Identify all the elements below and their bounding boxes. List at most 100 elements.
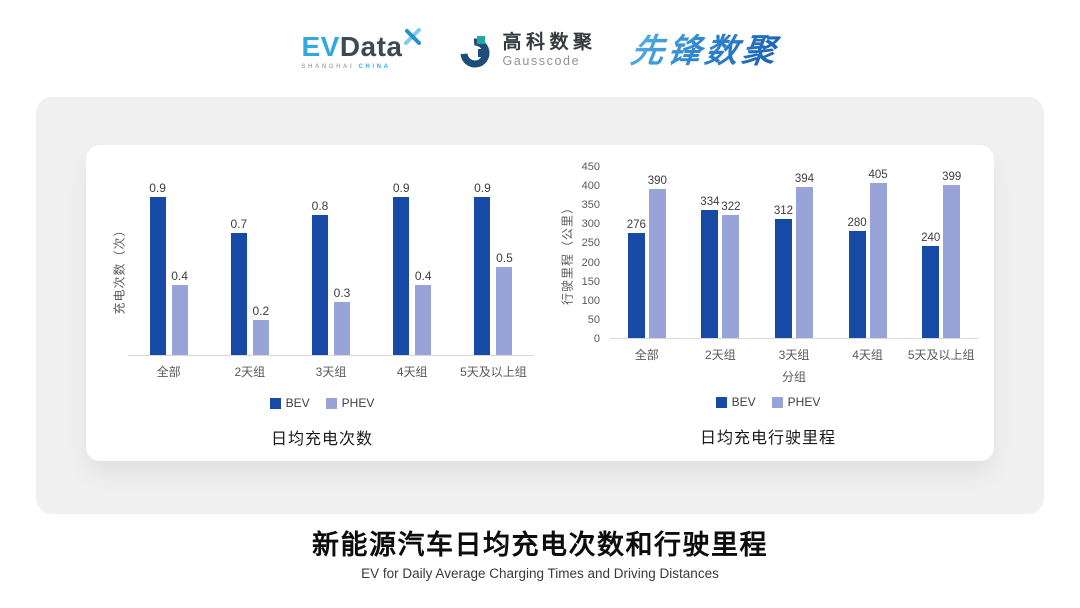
bar-value-label: 0.8 xyxy=(311,199,329,213)
bar-phev: 0.3 xyxy=(334,286,350,355)
bar-group: 0.9 0.4 xyxy=(128,181,209,355)
category-label: 4天组 xyxy=(396,365,428,379)
legend-swatch xyxy=(325,397,337,409)
bar-phev: 399 xyxy=(942,171,961,338)
page-title: 新能源汽车日均充电次数和行驶里程 xyxy=(312,530,768,560)
bar-bev: 240 xyxy=(921,232,940,338)
bar-bev: 280 xyxy=(847,217,867,338)
bar-group: 280 405 xyxy=(831,169,905,338)
chart-body: 行驶里程（公里） 0 50 100 150 200 250 300 350 400 450 276… xyxy=(558,161,978,385)
evdata-logo-row: EV Data xyxy=(301,27,421,62)
bar-value-label: 240 xyxy=(921,232,941,244)
bar-group: 0.7 0.2 xyxy=(209,217,290,355)
legend-item-bev: BEV xyxy=(269,396,310,410)
x-axis-categories: 全部 2天组 3天组 4天组 5天及以上组 xyxy=(610,339,978,363)
chart-card: 充电次数（次） 0.9 0.4 0.7 0.2 0.8 0.3 0.9 0.4 0.9 0.5 全… xyxy=(86,145,994,461)
y-tick-label: 0 xyxy=(593,333,600,345)
logo-header: EV Data SHANGHAI CHINA 高科数聚 Gausscode 先锋… xyxy=(0,0,1080,97)
y-axis-label: 行驶里程（公里） xyxy=(560,200,575,306)
legend-swatch xyxy=(269,397,281,409)
pioneer-logo: 先锋数聚 xyxy=(628,31,782,69)
chart-body: 充电次数（次） 0.9 0.4 0.7 0.2 0.8 0.3 0.9 0.4 0.9 0.5 全… xyxy=(110,181,534,380)
bar-value-label: 322 xyxy=(721,201,741,213)
chart-title: 日均充电次数 xyxy=(270,431,373,448)
bar-value-label: 0.4 xyxy=(414,269,432,283)
bar-bev: 0.9 xyxy=(149,181,166,355)
evdata-subtext: SHANGHAI CHINA xyxy=(301,64,421,70)
y-tick-label: 450 xyxy=(581,161,600,173)
legend-label: PHEV xyxy=(787,395,821,409)
legend: BEV PHEV xyxy=(558,395,978,409)
legend-label: BEV xyxy=(731,395,756,409)
bar-phev: 322 xyxy=(721,201,740,338)
evdata-data-text: Data xyxy=(339,30,403,62)
category-label: 全部 xyxy=(156,365,181,379)
y-tick-label: 200 xyxy=(581,257,600,269)
evdata-ev-text: EV xyxy=(301,30,340,62)
category-label: 2天组 xyxy=(234,365,266,379)
category-label: 全部 xyxy=(634,348,659,362)
gausscode-cn-text: 高科数聚 xyxy=(502,32,597,53)
y-tick-label: 350 xyxy=(581,199,600,211)
bar-value-label: 276 xyxy=(626,219,646,231)
bar-group: 0.9 0.4 xyxy=(372,181,453,355)
bar-value-label: 0.5 xyxy=(496,251,513,265)
bar-value-label: 390 xyxy=(647,175,667,187)
x-axis-categories: 全部 2天组 3天组 4天组 5天及以上组 xyxy=(128,356,534,380)
bar-bev: 312 xyxy=(774,205,793,338)
bar-value-label: 0.9 xyxy=(474,181,491,195)
y-axis-ticks: 0 50 100 150 200 250 300 350 400 450 xyxy=(576,161,602,345)
bar-phev: 390 xyxy=(648,175,667,338)
evdata-logo: EV Data SHANGHAI CHINA xyxy=(301,27,421,70)
y-axis-label-wrap: 行驶里程（公里） xyxy=(558,167,576,339)
bar-value-label: 405 xyxy=(868,169,888,181)
bar-value-label: 0.9 xyxy=(149,181,166,195)
plot-column: 276 390 334 322 312 394 280 405 240 399 全部 2天组 3天组 4… xyxy=(610,167,978,385)
evdata-subtext-right: CHINA xyxy=(358,63,391,70)
category-label: 2天组 xyxy=(705,348,736,362)
bar-value-label: 0.3 xyxy=(333,286,351,300)
bar-group: 312 394 xyxy=(757,173,831,338)
y-tick-label: 300 xyxy=(581,218,600,230)
chart-panel: 充电次数（次） 0.9 0.4 0.7 0.2 0.8 0.3 0.9 0.4 0.9 0.5 全… xyxy=(36,97,1044,514)
bar-group: 0.8 0.3 xyxy=(290,199,371,355)
y-tick-label: 250 xyxy=(581,237,600,249)
bar-phev: 0.4 xyxy=(171,269,188,355)
bar-value-label: 312 xyxy=(773,205,794,217)
legend-item-phev: PHEV xyxy=(771,395,821,409)
bar-phev: 405 xyxy=(868,169,888,338)
legend-swatch xyxy=(715,396,727,408)
gausscode-text-block: 高科数聚 Gausscode xyxy=(503,32,597,69)
driving-distance-chart: 行驶里程（公里） 0 50 100 150 200 250 300 350 400 450 276… xyxy=(558,161,978,448)
gausscode-en-text: Gausscode xyxy=(502,54,581,68)
bar-value-label: 0.2 xyxy=(252,304,270,318)
bar-bev: 334 xyxy=(700,196,719,338)
x-axis-label: 分组 xyxy=(781,370,806,384)
legend-label: PHEV xyxy=(341,396,375,410)
bar-phev: 0.5 xyxy=(496,251,513,355)
category-label: 5天及以上组 xyxy=(460,365,527,379)
plot-area: 276 390 334 322 312 394 280 405 240 399 xyxy=(610,167,978,339)
y-tick-label: 100 xyxy=(581,295,600,307)
bar-value-label: 280 xyxy=(847,217,867,229)
footer: 新能源汽车日均充电次数和行驶里程 EV for Daily Average Ch… xyxy=(0,528,1080,581)
bar-bev: 0.9 xyxy=(393,181,410,355)
legend-swatch xyxy=(771,396,783,408)
bar-group: 0.9 0.5 xyxy=(453,181,534,355)
category-label: 3天组 xyxy=(778,348,810,362)
page-subtitle: EV for Daily Average Charging Times and … xyxy=(361,566,719,581)
bar-value-label: 334 xyxy=(700,196,720,208)
bar-value-label: 394 xyxy=(794,173,815,185)
bar-group: 276 390 xyxy=(610,175,684,338)
gausscode-logo: 高科数聚 Gausscode xyxy=(456,32,597,70)
bar-bev: 0.9 xyxy=(474,181,491,355)
bar-bev: 276 xyxy=(627,219,646,338)
bar-bev: 0.8 xyxy=(312,199,328,355)
chart-title: 日均充电行驶里程 xyxy=(699,430,836,447)
bar-phev: 394 xyxy=(795,173,814,338)
bar-value-label: 0.9 xyxy=(392,181,410,195)
category-label: 3天组 xyxy=(315,365,347,379)
bar-phev: 0.2 xyxy=(252,304,269,355)
charging-times-chart: 充电次数（次） 0.9 0.4 0.7 0.2 0.8 0.3 0.9 0.4 0.9 0.5 全… xyxy=(110,181,534,449)
plot-column: 0.9 0.4 0.7 0.2 0.8 0.3 0.9 0.4 0.9 0.5 全部 2天组 3天组 4… xyxy=(128,181,534,380)
